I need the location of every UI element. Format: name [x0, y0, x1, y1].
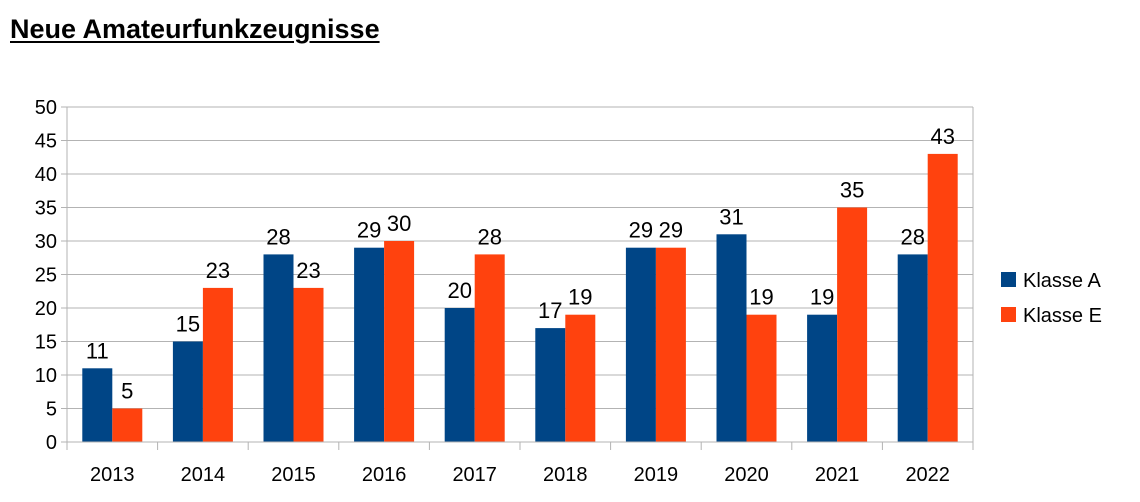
- y-tick-label: 0: [46, 432, 57, 454]
- bar: [82, 368, 113, 442]
- data-label: 19: [810, 285, 834, 310]
- x-tick-label: 2015: [271, 464, 316, 486]
- y-tick-label: 20: [35, 298, 57, 320]
- data-label: 28: [266, 224, 290, 249]
- data-label: 23: [206, 258, 230, 283]
- legend-swatch: [1001, 307, 1016, 322]
- y-tick-label: 15: [35, 332, 57, 354]
- x-tick-label: 2013: [90, 464, 135, 486]
- bar: [172, 341, 203, 442]
- data-label: 31: [719, 204, 743, 229]
- chart-title: Neue Amateurfunkzeugnisse: [10, 14, 380, 44]
- legend-label: Klasse A: [1023, 270, 1101, 292]
- data-label: 11: [86, 338, 109, 363]
- x-tick-label: 2020: [724, 464, 769, 486]
- bar: [625, 247, 656, 442]
- data-label: 28: [900, 224, 924, 249]
- data-label: 15: [176, 312, 200, 337]
- bar: [384, 241, 415, 442]
- bar: [655, 247, 686, 442]
- bar: [535, 328, 566, 442]
- y-tick-label: 35: [35, 198, 57, 220]
- y-tick-label: 40: [35, 164, 57, 186]
- bar: [897, 254, 928, 442]
- data-label: 19: [568, 285, 592, 310]
- bar: [112, 408, 143, 442]
- bar: [263, 254, 294, 442]
- bar: [444, 308, 475, 442]
- data-label: 28: [477, 224, 501, 249]
- y-tick-label: 30: [35, 231, 57, 253]
- legend-label: Klasse E: [1023, 305, 1102, 327]
- data-label: 29: [659, 218, 683, 243]
- data-labels: 11 15 28 29 20 17 29 31 19 28 5 23 23 30 28 19 29 19 35 43: [86, 124, 955, 404]
- data-label: 30: [387, 211, 411, 236]
- x-tick-label: 2014: [181, 464, 226, 486]
- bar: [293, 287, 324, 442]
- bar: [354, 247, 385, 442]
- bar: [927, 153, 958, 442]
- data-label: 20: [447, 278, 471, 303]
- y-tick-label: 50: [35, 97, 57, 119]
- bar: [746, 314, 777, 442]
- data-label: 35: [840, 178, 864, 203]
- data-label: 17: [538, 298, 562, 323]
- data-label: 19: [749, 285, 773, 310]
- x-tick-label: 2019: [634, 464, 679, 486]
- bar: [474, 254, 505, 442]
- bar: [565, 314, 596, 442]
- x-tick-label: 2018: [543, 464, 588, 486]
- data-label: 5: [121, 379, 133, 404]
- x-tick-label: 2022: [905, 464, 950, 486]
- bar: [807, 314, 838, 442]
- y-tick-label: 10: [35, 365, 57, 387]
- y-tick-label: 25: [35, 265, 57, 287]
- data-label: 29: [357, 218, 381, 243]
- data-label: 29: [629, 218, 653, 243]
- y-tick-label: 45: [35, 131, 57, 153]
- bar: [716, 234, 747, 442]
- bar: [202, 287, 233, 442]
- x-tick-label: 2021: [815, 464, 860, 486]
- data-label: 23: [296, 258, 320, 283]
- legend-swatch: [1001, 272, 1016, 287]
- y-tick-label: 5: [46, 399, 57, 421]
- x-tick-label: 2016: [362, 464, 407, 486]
- x-tick-label: 2017: [452, 464, 497, 486]
- bars: [82, 153, 958, 442]
- bar: [837, 207, 868, 442]
- legend: Klasse A Klasse E: [1001, 270, 1102, 327]
- data-label: 43: [930, 124, 954, 149]
